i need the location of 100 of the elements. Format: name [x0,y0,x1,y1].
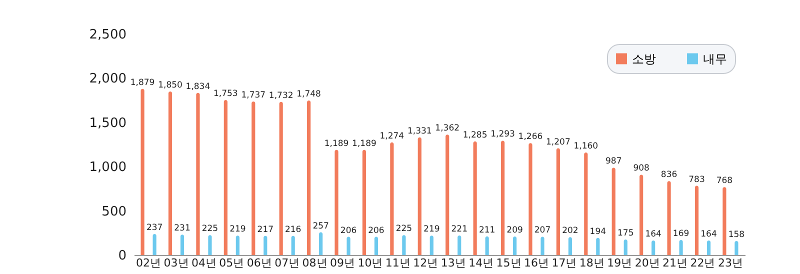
bar [458,235,462,255]
y-tick-label: 0 [118,248,126,264]
bar [556,148,560,255]
data-label: 209 [506,226,523,236]
x-tick-label: 18년 [579,256,604,270]
bar [446,134,450,255]
bar [307,100,311,255]
bar [734,241,738,255]
x-tick-label: 19년 [607,256,632,270]
data-label: 216 [284,224,302,235]
bar [584,152,588,255]
data-label: 768 [716,176,733,186]
bar [196,92,200,255]
bar [334,150,338,255]
y-tick-label: 1,500 [89,116,126,131]
data-label: 169 [672,229,690,240]
data-label: 1,732 [268,90,294,101]
bar [362,150,366,255]
y-tick-label: 2,000 [89,72,126,87]
bar [402,235,406,255]
data-label: 1,285 [462,130,488,140]
data-label: 225 [202,224,218,234]
x-tick-label: 04년 [191,256,216,270]
data-label: 783 [688,174,705,185]
x-tick-label: 17년 [552,256,577,270]
data-label: 257 [312,221,329,232]
bar [279,102,283,255]
data-label: 1,748 [296,89,321,100]
x-tick-label: 23년 [718,256,743,270]
bar [430,236,434,255]
x-tick-label: 13년 [440,256,466,270]
data-label: 164 [645,230,662,240]
bar [252,101,256,255]
bar [264,236,268,255]
bar [596,238,600,255]
data-label: 987 [605,156,622,167]
data-label: 836 [660,170,678,180]
x-tick-label: 09년 [330,256,356,270]
data-label: 1,207 [546,137,570,148]
bar [236,236,240,255]
bar [168,91,172,255]
x-tick-label: 02년 [136,256,162,270]
bar [374,236,378,255]
x-tick-label: 12년 [413,256,438,270]
data-label: 206 [368,226,384,236]
data-label: 1,879 [130,78,155,88]
x-tick-label: 07년 [274,256,300,270]
data-label: 1,362 [435,124,460,134]
x-tick-label: 03년 [164,256,189,270]
data-label: 1,753 [214,89,238,100]
data-label: 194 [590,226,606,237]
data-label: 1,189 [352,138,376,149]
data-label: 211 [478,225,496,236]
x-tick-label: 06년 [246,256,272,270]
x-tick-label: 20년 [634,256,660,270]
bar [180,234,184,255]
data-label: 1,189 [324,138,349,149]
bar [652,240,656,255]
bar [291,236,295,255]
y-tick-label: 2,500 [89,28,126,42]
data-label: 1,331 [407,126,432,136]
bar [224,100,228,255]
x-tick-label: 21년 [662,256,688,270]
data-label: 1,737 [241,90,266,100]
x-tick-label: 14년 [468,256,494,270]
bar [500,140,505,255]
data-label: 207 [534,226,551,236]
data-label: 158 [728,230,745,240]
x-tick-label: 15년 [496,256,522,270]
data-label: 217 [257,224,274,235]
bar [528,143,532,255]
data-label: 175 [618,228,634,239]
bar [140,88,144,255]
bar [208,235,212,255]
data-label: 1,293 [490,130,515,140]
x-tick-label: 11년 [385,256,410,270]
x-tick-label: 08년 [302,256,328,270]
bar [624,240,628,255]
data-label: 219 [424,224,440,235]
data-label: 1,160 [574,141,598,152]
data-label: 164 [700,230,717,240]
x-tick-label: 05년 [219,256,244,270]
data-label: 1,834 [186,82,210,92]
bar [722,187,726,255]
legend-label: 소방 [632,52,656,66]
bar [640,174,644,255]
bar [473,141,477,255]
bar [612,168,616,255]
bar [485,236,489,255]
data-label: 1,274 [380,131,404,142]
y-tick-label: 1,000 [89,160,126,176]
x-tick-label: 16년 [524,256,549,270]
bar [418,137,422,255]
data-label: 908 [633,164,650,174]
bar [346,236,350,255]
x-tick-label: 22년 [690,256,716,270]
bar [152,234,156,255]
data-label: 206 [340,226,357,236]
data-label: 202 [562,226,578,236]
y-tick-label: 500 [102,204,126,220]
